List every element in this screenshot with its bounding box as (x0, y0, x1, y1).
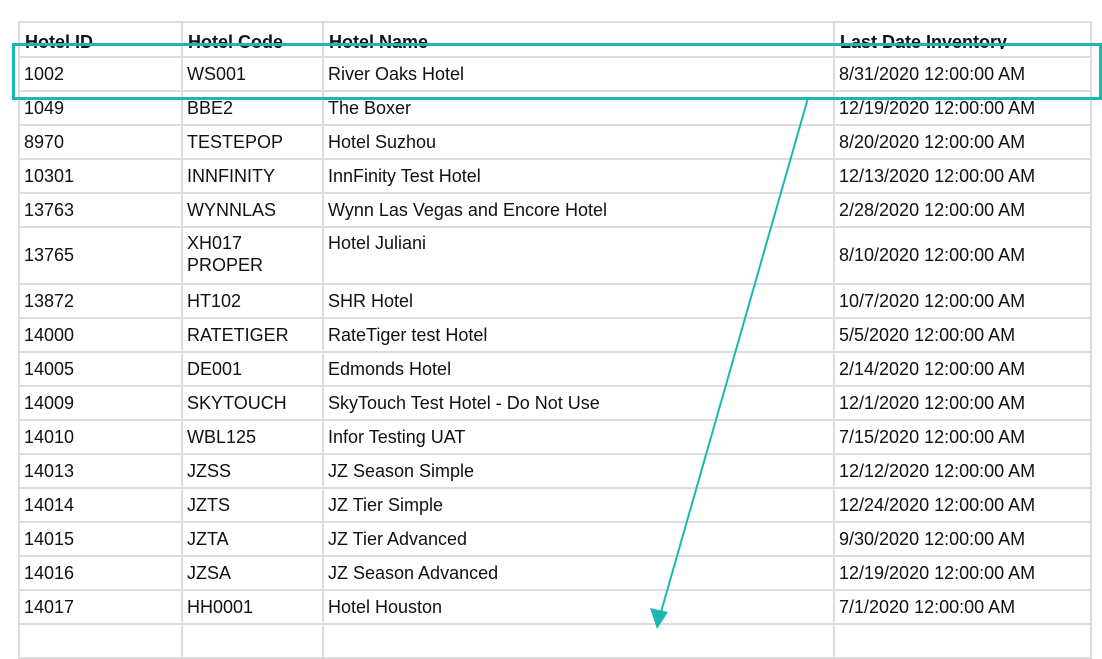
column-header-label: Last Date Inventory (840, 32, 1008, 49)
table-cell: JZTS (181, 487, 324, 523)
table-cell: 13763 (18, 192, 183, 228)
column-header: Last Date Inventory (833, 21, 1092, 58)
table-cell: 13765 (18, 226, 183, 285)
table-cell: 2/28/2020 12:00:00 AM (833, 192, 1092, 228)
table-row: 14016 JZSA JZ Season Advanced 12/19/2020 12… (18, 555, 1092, 591)
table-cell: 1002 (18, 56, 183, 92)
header-row: Hotel ID Hotel Code Hotel Name Last Date In… (18, 21, 1092, 58)
hotel-inventory-table: Hotel ID Hotel Code Hotel Name Last Date In… (18, 21, 1092, 659)
column-header-label: Hotel Code (188, 32, 284, 49)
table-cell: 12/12/2020 12:00:00 AM (833, 453, 1092, 489)
table-cell: 12/1/2020 12:00:00 AM (833, 385, 1092, 421)
table-cell: 7/15/2020 12:00:00 AM (833, 419, 1092, 455)
table-cell: 8/20/2020 12:00:00 AM (833, 124, 1092, 160)
table-cell (18, 623, 183, 659)
table-cell: JZ Season Advanced (322, 555, 835, 591)
table-cell: 8/10/2020 12:00:00 AM (833, 226, 1092, 285)
table-cell: Wynn Las Vegas and Encore Hotel (322, 192, 835, 228)
table-cell: WYNNLAS (181, 192, 324, 228)
table-cell: 1049 (18, 90, 183, 126)
table-cell: InnFinity Test Hotel (322, 158, 835, 194)
table-cell: 14016 (18, 555, 183, 591)
table-cell (833, 623, 1092, 659)
table-cell: TESTEPOP (181, 124, 324, 160)
column-header: Hotel ID (18, 21, 183, 58)
table-cell: 14010 (18, 419, 183, 455)
table-cell: Hotel Juliani (322, 226, 835, 285)
table-cell: Edmonds Hotel (322, 351, 835, 387)
table-cell: 14000 (18, 317, 183, 353)
table-cell: WS001 (181, 56, 324, 92)
table-cell: JZTA (181, 521, 324, 557)
table-cell: 10301 (18, 158, 183, 194)
table-row: 13763 WYNNLAS Wynn Las Vegas and Encore Ho… (18, 192, 1092, 228)
table-cell: River Oaks Hotel (322, 56, 835, 92)
table-cell: 14017 (18, 589, 183, 625)
table-cell (322, 623, 835, 659)
table-row: 10301 INNFINITY InnFinity Test Hotel 12/13/… (18, 158, 1092, 194)
table-row: 14015 JZTA JZ Tier Advanced 9/30/2020 12:00… (18, 521, 1092, 557)
table-cell: HH0001 (181, 589, 324, 625)
table-cell: Hotel Suzhou (322, 124, 835, 160)
table-cell: RATETIGER (181, 317, 324, 353)
table-row: 13765 XH017 PROPER Hotel Juliani 8/10/2020 … (18, 226, 1092, 285)
table-cell: XH017 PROPER (181, 226, 324, 285)
table-cell: BBE2 (181, 90, 324, 126)
table-cell: 12/13/2020 12:00:00 AM (833, 158, 1092, 194)
table-row: 13872 HT102 SHR Hotel 10/7/2020 12:00:00 AM (18, 283, 1092, 319)
column-header: Hotel Code (181, 21, 324, 58)
table-cell: JZ Season Simple (322, 453, 835, 489)
table-cell: JZ Tier Simple (322, 487, 835, 523)
table-cell: 8970 (18, 124, 183, 160)
table-row: 8970 TESTEPOP Hotel Suzhou 8/20/2020 12:00:… (18, 124, 1092, 160)
table-cell: JZSS (181, 453, 324, 489)
table-cell: 2/14/2020 12:00:00 AM (833, 351, 1092, 387)
table-cell: The Boxer (322, 90, 835, 126)
table-cell: 13872 (18, 283, 183, 319)
table-cell: 5/5/2020 12:00:00 AM (833, 317, 1092, 353)
column-header-label: Hotel Name (329, 32, 429, 49)
table-cell: SHR Hotel (322, 283, 835, 319)
table-row: 14013 JZSS JZ Season Simple 12/12/2020 12:0… (18, 453, 1092, 489)
table-cell: 7/1/2020 12:00:00 AM (833, 589, 1092, 625)
table-cell: 14013 (18, 453, 183, 489)
column-header-label: Hotel ID (25, 32, 94, 49)
table-row: 14014 JZTS JZ Tier Simple 12/24/2020 12:00:… (18, 487, 1092, 523)
table-row: 14009 SKYTOUCH SkyTouch Test Hotel - Do No… (18, 385, 1092, 421)
table-cell: Hotel Houston (322, 589, 835, 625)
table-row: 1049 BBE2 The Boxer 12/19/2020 12:00:00 AM (18, 90, 1092, 126)
table-cell: DE001 (181, 351, 324, 387)
table-row (18, 623, 1092, 659)
table-cell: 14005 (18, 351, 183, 387)
table-cell: 9/30/2020 12:00:00 AM (833, 521, 1092, 557)
table-cell: Infor Testing UAT (322, 419, 835, 455)
table-cell (181, 623, 324, 659)
table-cell: JZ Tier Advanced (322, 521, 835, 557)
table-cell: RateTiger test Hotel (322, 317, 835, 353)
table-cell: WBL125 (181, 419, 324, 455)
table-cell: 14015 (18, 521, 183, 557)
table-cell: 12/19/2020 12:00:00 AM (833, 90, 1092, 126)
table-cell: 10/7/2020 12:00:00 AM (833, 283, 1092, 319)
table-row: 14005 DE001 Edmonds Hotel 2/14/2020 12:00:0… (18, 351, 1092, 387)
table-cell: HT102 (181, 283, 324, 319)
table-row: 14010 WBL125 Infor Testing UAT 7/15/2020 12… (18, 419, 1092, 455)
table-cell: SKYTOUCH (181, 385, 324, 421)
table-cell: 14009 (18, 385, 183, 421)
table-cell: 12/24/2020 12:00:00 AM (833, 487, 1092, 523)
table-cell: SkyTouch Test Hotel - Do Not Use (322, 385, 835, 421)
table-cell: 12/19/2020 12:00:00 AM (833, 555, 1092, 591)
table-cell: 14014 (18, 487, 183, 523)
table-cell: INNFINITY (181, 158, 324, 194)
table-row: 14017 HH0001 Hotel Houston 7/1/2020 12:00:0… (18, 589, 1092, 625)
table-cell: 8/31/2020 12:00:00 AM (833, 56, 1092, 92)
table-cell: JZSA (181, 555, 324, 591)
column-header: Hotel Name (322, 21, 835, 58)
table-row: 1002 WS001 River Oaks Hotel 8/31/2020 12:00… (18, 56, 1092, 92)
table-row: 14000 RATETIGER RateTiger test Hotel 5/5/20… (18, 317, 1092, 353)
